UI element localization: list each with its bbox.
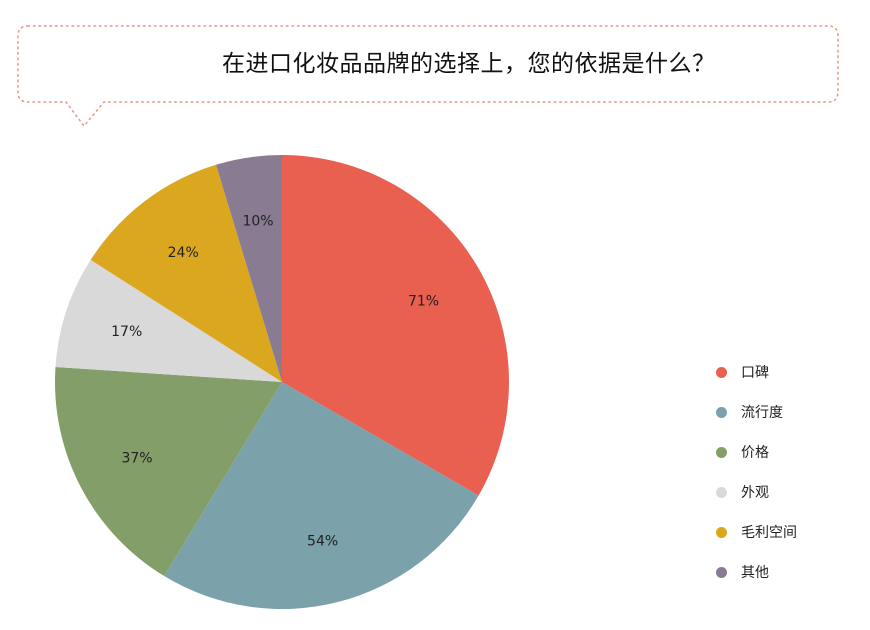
slice-label: 71%: [408, 293, 439, 309]
pie-slice: [54, 366, 282, 577]
pie-slice: [164, 382, 479, 610]
pie-slice: [90, 164, 282, 382]
legend-swatch: [716, 526, 727, 538]
legend-swatch: [716, 406, 727, 418]
legend-item: 流行度: [716, 392, 797, 432]
pie-slices: [54, 155, 510, 610]
legend-label: 毛利空间: [741, 525, 797, 541]
slice-label: 37%: [121, 450, 152, 466]
legend-item: 价格: [716, 432, 797, 472]
legend-swatch: [716, 366, 727, 378]
pie-labels: 71% 54% 37% 17% 24% 10%: [111, 213, 439, 549]
chart-legend: 口碑流行度价格外观毛利空间其他: [716, 352, 797, 592]
legend-item: 毛利空间: [716, 512, 797, 552]
pie-slice: [216, 155, 282, 382]
slice-label: 17%: [111, 324, 142, 340]
pie-slice: [55, 259, 282, 382]
slice-label: 24%: [168, 245, 199, 261]
slice-label: 54%: [307, 533, 338, 549]
legend-label: 口碑: [741, 365, 769, 381]
legend-item: 外观: [716, 472, 797, 512]
pie-chart: 71% 54% 37% 17% 24% 10%: [54, 155, 510, 610]
chart-title: 在进口化妆品品牌的选择上，您的依据是什么？: [222, 51, 716, 77]
legend-item: 其他: [716, 552, 797, 592]
legend-swatch: [716, 566, 727, 578]
legend-label: 外观: [741, 485, 769, 501]
legend-swatch: [716, 446, 727, 458]
pie-slice: [282, 155, 510, 496]
speech-bubble: [17, 25, 839, 128]
legend-label: 价格: [741, 445, 769, 461]
legend-label: 其他: [741, 565, 769, 581]
legend-swatch: [716, 486, 727, 498]
legend-label: 流行度: [741, 405, 783, 421]
slice-label: 10%: [242, 213, 273, 229]
legend-item: 口碑: [716, 352, 797, 392]
